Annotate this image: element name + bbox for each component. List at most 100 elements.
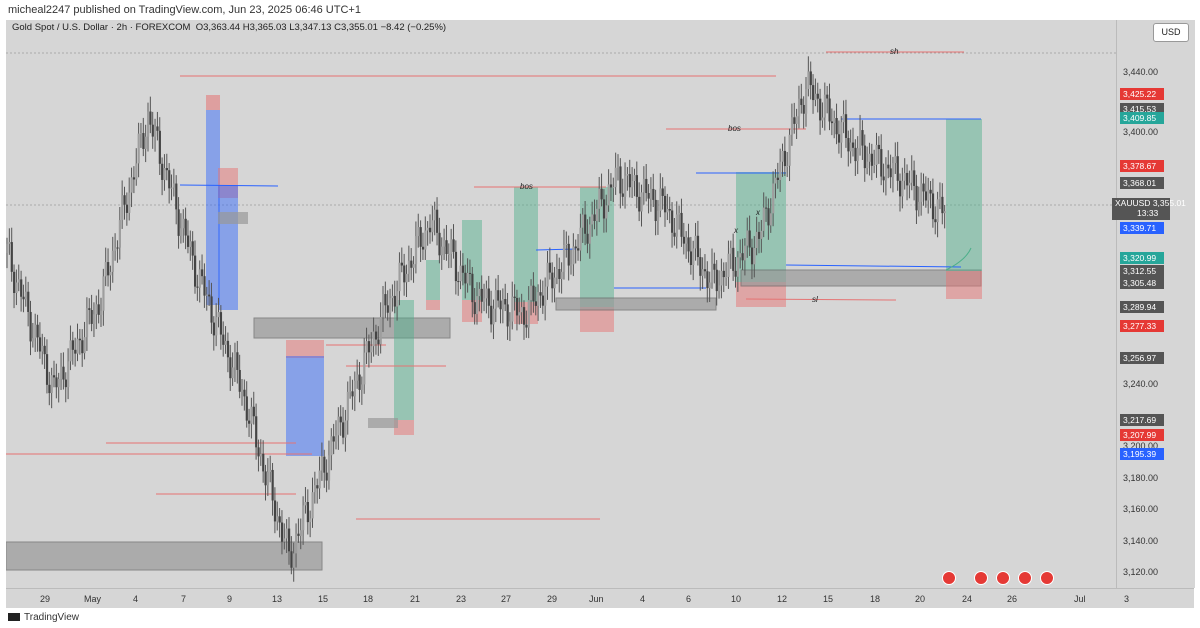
candle-body [389, 298, 392, 313]
candle-body [494, 290, 497, 309]
candle-body [797, 98, 801, 117]
candle-body [139, 133, 143, 135]
candle-body [210, 296, 213, 323]
candles [6, 56, 946, 582]
countdown-timer: 13:33 [1137, 208, 1159, 218]
candle-body [652, 188, 655, 200]
candle-body [245, 396, 248, 421]
candle-body [696, 235, 700, 258]
candle-body [74, 349, 77, 354]
candle-body [661, 188, 664, 196]
candle-body [471, 273, 474, 303]
candle-body [215, 317, 218, 336]
candle-body [403, 265, 406, 283]
candle-body [588, 224, 591, 244]
economic-event-icon[interactable] [942, 571, 956, 585]
candle-body [711, 263, 714, 283]
candle-body [43, 345, 46, 355]
currency-button[interactable]: USD [1153, 23, 1189, 42]
candle-body [715, 269, 718, 292]
candle-body [464, 272, 467, 284]
candle-body [889, 168, 892, 178]
candle-body [370, 346, 373, 353]
candle-body [179, 228, 183, 236]
candle-body [290, 551, 293, 568]
candle-body [837, 134, 841, 143]
candle-body [908, 182, 911, 186]
candle-body [750, 247, 754, 265]
candle-body [703, 269, 707, 272]
candle-body [302, 505, 305, 531]
economic-event-icon[interactable] [1040, 571, 1054, 585]
candle-body [772, 183, 775, 214]
candle-body [393, 295, 396, 307]
candle-body [257, 447, 260, 457]
candle-body [612, 187, 615, 189]
chart-area[interactable]: Gold Spot / U.S. Dollar · 2h · FOREXCOM … [6, 20, 1195, 609]
candle-body [102, 276, 105, 311]
candle-body [849, 142, 852, 152]
candle-body [685, 237, 688, 244]
candle-body [638, 196, 641, 212]
candle-body [725, 276, 728, 278]
candle-body [60, 366, 63, 380]
candle-body [713, 263, 716, 270]
candle-body [931, 193, 935, 220]
candle-body [765, 207, 768, 209]
price-label: 3,217.69 [1120, 414, 1164, 426]
candle-body [896, 156, 899, 181]
bos-label: bos [520, 182, 533, 191]
time-axis[interactable]: 29 May 4 7 9 13 15 18 21 23 27 29 Jun 4 … [6, 588, 1194, 609]
candle-body [659, 188, 662, 211]
publish-info: micheal2247 published on TradingView.com… [8, 4, 361, 16]
economic-event-icon[interactable] [1018, 571, 1032, 585]
candle-body [236, 352, 239, 370]
candle-body [513, 296, 516, 298]
candle-body [186, 235, 190, 247]
candle-body [142, 133, 145, 149]
profit-zone [426, 260, 440, 300]
economic-event-icon[interactable] [996, 571, 1010, 585]
candle-body [50, 375, 53, 394]
candle-body [269, 469, 272, 473]
candle-body [100, 310, 103, 315]
candle-body [111, 250, 114, 272]
candle-body [426, 227, 429, 231]
ticker-label: XAUUSD [1115, 198, 1151, 208]
candle-body [438, 232, 441, 256]
profit-zone [514, 187, 538, 302]
candle-body [668, 208, 671, 211]
candle-body [605, 205, 608, 219]
candle-body [490, 305, 493, 325]
candle-body [943, 211, 946, 214]
candle-body [130, 177, 133, 193]
candle-body [295, 533, 298, 554]
candle-body [609, 184, 613, 188]
tradingview-logo[interactable]: TradingView [8, 612, 79, 623]
candle-body [69, 340, 72, 362]
candle-body [233, 352, 237, 368]
candle-body [57, 379, 60, 388]
candle-body [405, 273, 408, 283]
candle-body [107, 262, 110, 276]
candle-body [222, 334, 225, 345]
candle-body [795, 116, 798, 124]
candle-body [299, 530, 302, 536]
economic-event-icon[interactable] [974, 571, 988, 585]
date-tick: 10 [731, 594, 742, 604]
candle-body [913, 170, 916, 186]
candle-body [551, 272, 554, 289]
candle-body [97, 304, 100, 315]
x-marker: x [734, 226, 738, 235]
price-chart[interactable] [6, 20, 1116, 588]
order-block [218, 212, 248, 224]
candle-body [861, 130, 864, 146]
price-tick: 3,200.00 [1123, 441, 1159, 451]
candle-body [671, 210, 674, 233]
date-tick: 18 [363, 594, 374, 604]
candle-body [135, 163, 138, 180]
candle-body [304, 502, 307, 506]
last-price-label: XAUUSD 3,355.01 13:33 [1112, 198, 1186, 220]
candle-body [62, 366, 65, 380]
candle-body [325, 472, 328, 481]
